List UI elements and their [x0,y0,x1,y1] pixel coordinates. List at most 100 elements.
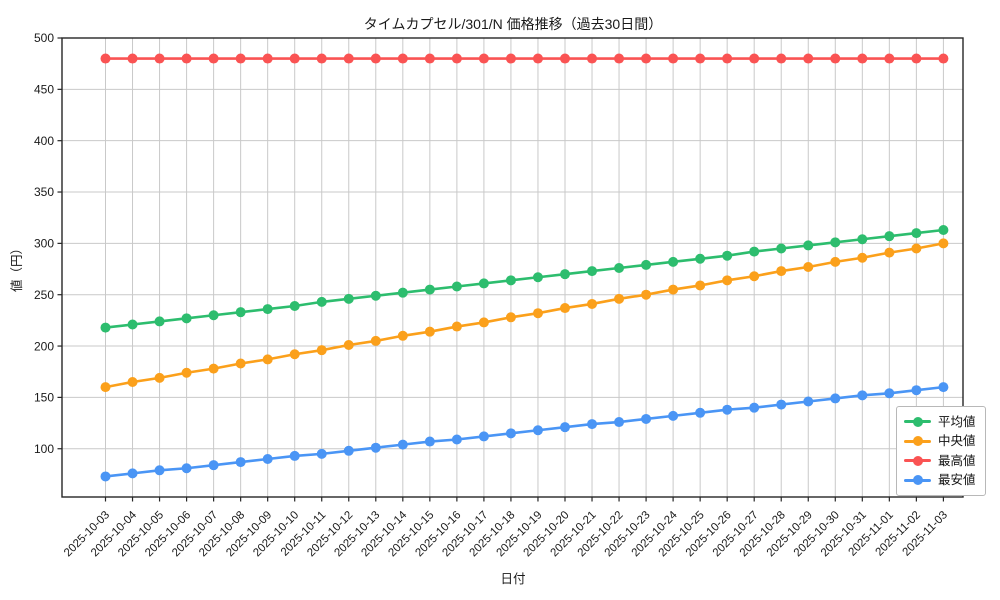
point-average-18 [587,266,598,277]
point-median-29 [884,247,895,258]
point-median-2 [154,372,165,383]
point-max-23 [722,53,733,64]
legend-marker-average-icon [904,416,931,427]
point-average-7 [289,301,300,312]
point-average-13 [451,281,462,292]
point-average-22 [695,253,706,264]
point-average-9 [343,293,354,304]
point-min-0 [100,471,111,482]
point-average-28 [857,234,868,245]
point-max-21 [668,53,679,64]
point-average-25 [776,243,787,254]
point-min-11 [397,439,408,450]
point-average-6 [262,304,273,315]
point-median-13 [451,321,462,332]
legend-label-min: 最安値 [938,473,976,487]
point-min-18 [587,419,598,430]
point-max-18 [587,53,598,64]
point-median-20 [641,289,652,300]
point-min-10 [370,442,381,453]
point-median-9 [343,340,354,351]
point-min-19 [614,417,625,428]
point-average-26 [803,240,814,251]
y-tick-label: 150 [34,391,54,405]
point-average-30 [911,228,922,239]
point-average-4 [208,310,219,321]
point-max-11 [397,53,408,64]
x-axis-label: 日付 [500,572,525,586]
series-median-path [105,242,944,389]
point-median-1 [127,376,138,387]
point-average-24 [749,246,760,257]
point-min-2 [154,465,165,476]
y-tick-label: 200 [34,339,54,353]
point-average-8 [316,296,327,307]
point-max-25 [776,53,787,64]
point-min-20 [641,413,652,424]
point-median-11 [397,330,408,341]
legend-label-median: 中央値 [938,434,976,448]
point-average-19 [614,263,625,274]
point-min-5 [235,457,246,468]
point-average-0 [100,322,111,333]
point-min-9 [343,445,354,456]
legend-label-average: 平均値 [938,414,976,429]
legend-dot-min [912,475,923,486]
point-max-16 [532,53,543,64]
point-median-4 [208,363,219,374]
point-min-14 [478,431,489,442]
chart-title: タイムカプセル/301/N 価格推移（過去30日間） [364,16,662,32]
series-max-line [100,53,949,64]
legend-dot-median [912,436,923,447]
point-median-7 [289,349,300,360]
point-min-31 [938,382,949,393]
point-median-3 [181,367,192,378]
point-max-22 [695,53,706,64]
point-max-6 [262,53,273,64]
point-median-23 [722,275,733,286]
point-max-13 [451,53,462,64]
point-min-1 [127,468,138,479]
point-average-3 [181,313,192,324]
y-tick-label: 450 [34,83,54,97]
point-median-26 [803,261,814,272]
point-median-5 [235,358,246,369]
point-average-2 [154,316,165,327]
point-median-24 [749,271,760,282]
point-median-31 [938,238,949,249]
point-median-18 [587,298,598,309]
y-axis-label: 値（円） [9,242,24,292]
point-median-28 [857,252,868,263]
point-min-29 [884,388,895,399]
y-tick-label: 400 [34,134,54,148]
y-tick-label: 500 [34,31,54,45]
point-max-15 [505,53,516,64]
point-min-6 [262,454,273,465]
series-min-line [100,382,949,482]
point-min-17 [559,422,570,433]
point-median-27 [830,256,841,267]
point-median-8 [316,345,327,356]
point-max-2 [154,53,165,64]
point-min-4 [208,460,219,471]
point-median-12 [424,326,435,337]
point-average-16 [532,272,543,283]
y-tick-label: 250 [34,288,54,302]
legend-item-average: 平均値 [904,412,979,432]
point-max-9 [343,53,354,64]
series-median-line [100,238,949,393]
point-max-17 [559,53,570,64]
legend-marker-max-icon [904,455,931,466]
point-max-14 [478,53,489,64]
point-min-24 [749,402,760,413]
point-average-11 [397,287,408,298]
series-average-path [105,228,944,329]
point-median-14 [478,317,489,328]
gridlines [62,37,963,497]
point-max-0 [100,53,111,64]
point-max-26 [803,53,814,64]
point-average-1 [127,319,138,330]
point-min-25 [776,399,787,410]
legend-marker-min-icon [904,475,931,486]
